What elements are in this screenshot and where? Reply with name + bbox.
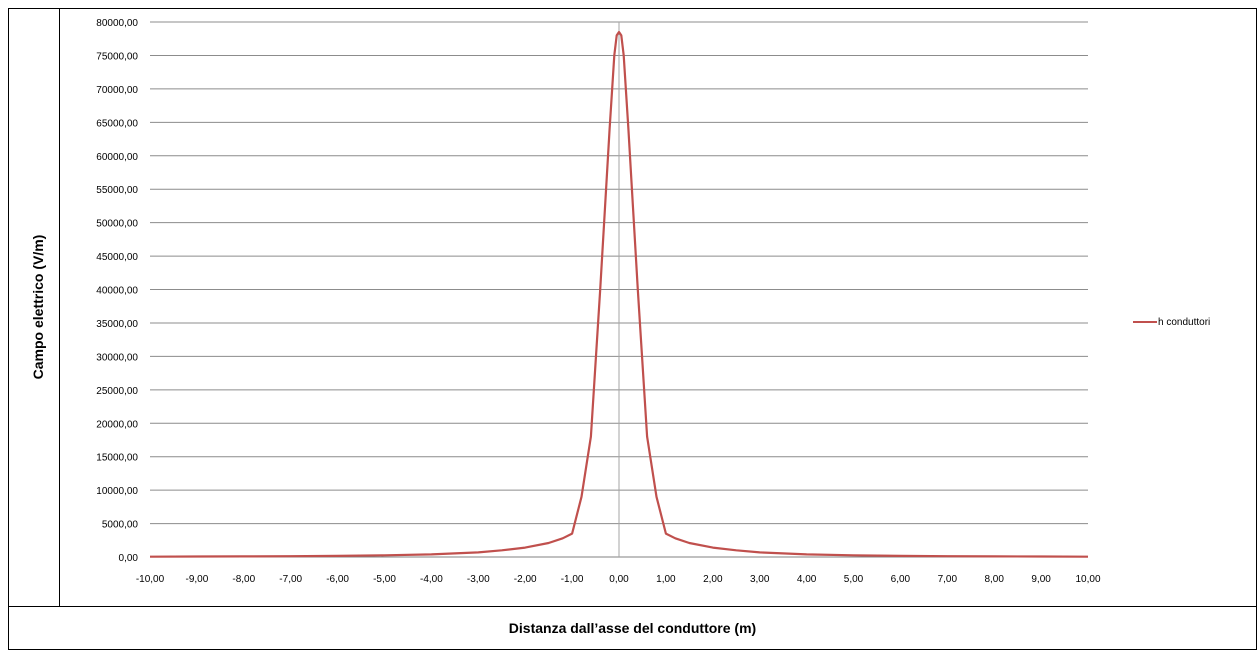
x-tick-label: 7,00 [938,574,958,585]
y-tick-label: 80000,00 [96,18,138,29]
x-tick-label: -6,00 [326,574,349,585]
y-tick-label: 70000,00 [96,85,138,96]
y-tick-label: 40000,00 [96,286,138,297]
x-tick-label: 3,00 [750,574,770,585]
y-tick-label: 60000,00 [96,152,138,163]
y-tick-label: 55000,00 [96,185,138,196]
y-tick-label: 75000,00 [96,51,138,62]
y-tick-label: 5000,00 [102,520,139,531]
x-tick-label: -8,00 [232,574,255,585]
x-tick-label: -9,00 [186,574,209,585]
y-tick-label: 45000,00 [96,252,138,263]
legend: h conduttori [1133,317,1210,328]
frame-divider [8,606,1257,607]
x-tick-labels: -10,00 -9,00 -8,00 -7,00 -6,00 -5,00 -4,00 -3,0… [136,574,1101,585]
y-tick-labels: 0,00 5000,00 10000,00 15000,00 20000,00 25000… [96,18,138,564]
x-tick-label: 10,00 [1075,574,1100,585]
x-tick-label: 4,00 [797,574,817,585]
gridlines [150,21,1088,558]
y-axis-label-cell [8,8,60,606]
x-tick-label: -4,00 [420,574,443,585]
series-lines [149,30,1089,558]
x-tick-label: -10,00 [136,574,165,585]
y-tick-label: 35000,00 [96,319,138,330]
y-tick-label: 50000,00 [96,219,138,230]
y-tick-label: 25000,00 [96,386,138,397]
series-line [149,30,1089,558]
x-tick-label: 0,00 [609,574,629,585]
legend-label: h conduttori [1158,317,1210,328]
y-tick-label: 20000,00 [96,419,138,430]
y-tick-label: 0,00 [119,553,139,564]
x-tick-label: 8,00 [984,574,1004,585]
y-tick-label: 65000,00 [96,118,138,129]
y-tick-label: 10000,00 [96,486,138,497]
chart-frame [8,8,1257,650]
x-tick-label: -1,00 [561,574,584,585]
y-tick-label: 15000,00 [96,453,138,464]
x-axis-label: Distanza dall’asse del conduttore (m) [508,620,757,636]
x-tick-label: 9,00 [1031,574,1051,585]
x-tick-label: -3,00 [467,574,490,585]
x-tick-label: 6,00 [891,574,911,585]
x-tick-label: 2,00 [703,574,723,585]
y-tick-label: 30000,00 [96,352,138,363]
x-tick-label: -7,00 [279,574,302,585]
x-tick-label: 5,00 [844,574,864,585]
x-tick-label: 1,00 [656,574,676,585]
x-tick-label: -5,00 [373,574,396,585]
x-tick-label: -2,00 [514,574,537,585]
